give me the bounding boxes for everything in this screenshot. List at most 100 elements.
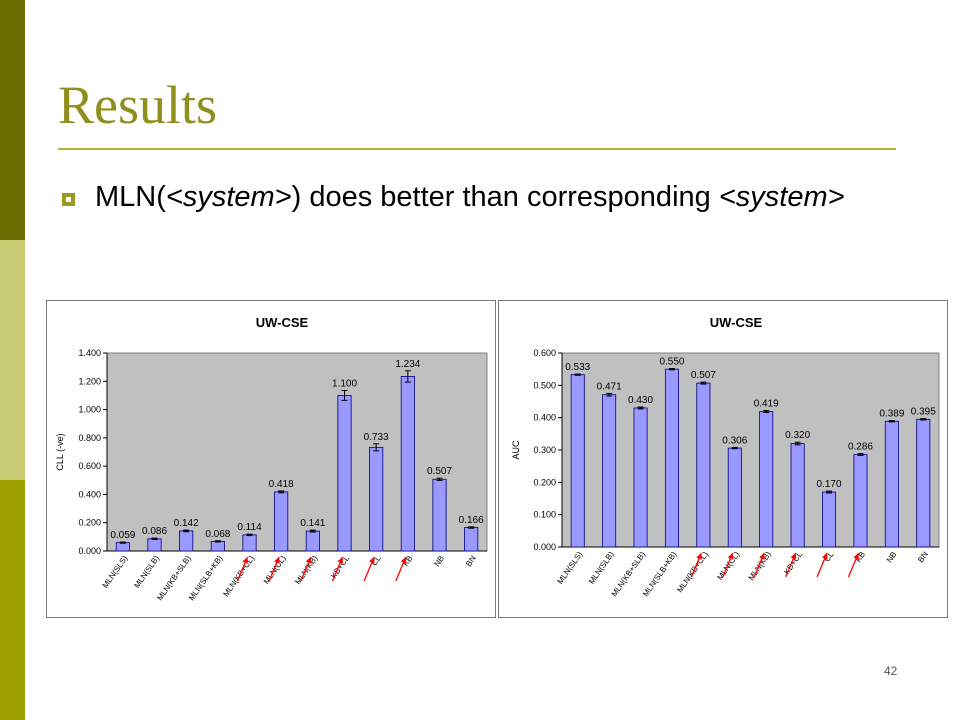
bullet-system-1: <system> xyxy=(165,181,292,213)
auc-bar xyxy=(916,418,931,548)
auc-chart: UW-CSE AUC 0.000 0.100 0.200 0.300 0.400 0.500 0… xyxy=(498,300,948,618)
cll-bar xyxy=(432,478,447,552)
cll-data-label: 0.059 xyxy=(110,530,135,541)
bullet-middle: ) does better than corresponding xyxy=(291,181,711,213)
auc-arrow-head xyxy=(853,553,859,560)
page-number: 42 xyxy=(884,664,898,678)
cll-bar xyxy=(400,376,415,552)
cll-y-tick-label: 1.000 xyxy=(78,405,101,415)
auc-data-label: 0.320 xyxy=(785,430,810,441)
cll-data-label: 0.086 xyxy=(142,526,167,537)
cll-data-label: 1.234 xyxy=(395,359,420,370)
cll-bar xyxy=(147,538,162,552)
auc-bar xyxy=(853,454,868,548)
cll-y-axis-label: CLL (-ve) xyxy=(55,433,65,470)
cll-y-tick-label: 0.200 xyxy=(78,518,101,528)
cll-x-tick-label: MLN(KB) xyxy=(293,554,319,586)
auc-bar xyxy=(664,368,679,548)
sidebar-band-middle xyxy=(0,240,25,480)
auc-bar xyxy=(633,407,648,548)
cll-bar xyxy=(115,542,130,552)
auc-data-label: 0.533 xyxy=(565,362,590,373)
auc-arrow-head xyxy=(790,553,797,560)
cll-bar xyxy=(274,491,289,552)
bullet-text: MLN(<system>) does better than correspon… xyxy=(95,178,895,216)
bullet-prefix: MLN( xyxy=(95,181,166,213)
auc-data-label: 0.419 xyxy=(754,399,779,410)
cll-y-tick-label: 0.600 xyxy=(78,461,101,471)
auc-arrow-head xyxy=(821,553,828,560)
cll-bar xyxy=(179,530,194,552)
cll-chart-title: UW-CSE xyxy=(256,315,309,330)
bullet-square-icon xyxy=(62,193,75,206)
auc-bar xyxy=(884,420,899,548)
cll-arrow-head xyxy=(369,557,375,564)
auc-plot-area xyxy=(561,352,940,548)
auc-x-tick-label: KB+CL xyxy=(782,550,804,577)
cll-data-label: 1.100 xyxy=(332,378,357,389)
auc-y-tick-label: 0.300 xyxy=(533,445,556,455)
auc-arrow-head xyxy=(759,553,765,560)
auc-arrow-head xyxy=(696,553,702,560)
cll-bar xyxy=(337,395,352,552)
cll-data-label: 0.141 xyxy=(300,518,325,529)
cll-arrow-head xyxy=(305,557,312,564)
auc-bar xyxy=(602,394,617,548)
auc-chart-svg: UW-CSE AUC 0.000 0.100 0.200 0.300 0.400 0.500 0… xyxy=(511,315,940,599)
auc-y-tick-label: 0.600 xyxy=(533,348,556,358)
auc-x-tick-label: NB xyxy=(885,550,899,564)
auc-bar xyxy=(822,491,837,548)
auc-chart-title: UW-CSE xyxy=(710,315,763,330)
cll-y-tick-label: 0.400 xyxy=(78,489,101,499)
cll-x-tick-label: NB xyxy=(432,554,446,568)
auc-data-label: 0.430 xyxy=(628,395,653,406)
cll-arrow-head xyxy=(400,557,407,564)
auc-data-label: 0.395 xyxy=(911,407,936,418)
cll-x-tick-label: KB+CL xyxy=(329,554,351,581)
auc-y-tick-label: 0.200 xyxy=(533,477,556,487)
bullet-system-2: <system> xyxy=(718,181,845,213)
auc-data-label: 0.507 xyxy=(691,370,716,381)
cll-bar xyxy=(369,446,384,552)
auc-y-tick-label: 0.000 xyxy=(533,542,556,552)
cll-arrow-head xyxy=(242,557,248,564)
auc-data-label: 0.389 xyxy=(879,409,904,420)
auc-data-label: 0.170 xyxy=(817,479,842,490)
cll-x-tick-label: MLN(SLB+KB) xyxy=(187,554,225,603)
cll-chart: UW-CSE CLL (-ve) 0.000 0.200 0.400 0.600 0.800… xyxy=(46,300,496,618)
cll-data-label: 0.068 xyxy=(205,529,230,540)
cll-x-tick-label: MLN(KB+CL) xyxy=(221,554,256,599)
cll-arrow-head xyxy=(337,557,343,564)
cll-arrow-head xyxy=(274,557,280,564)
auc-x-tick-label: MLN(KB) xyxy=(747,550,773,582)
slide-title: Results xyxy=(58,75,218,135)
auc-data-label: 0.550 xyxy=(659,357,684,368)
auc-bar xyxy=(759,411,774,548)
auc-y-tick-label: 0.100 xyxy=(533,510,556,520)
auc-bar xyxy=(790,443,805,548)
auc-bar xyxy=(696,382,711,548)
sidebar-band-top xyxy=(0,0,25,240)
auc-data-label: 0.471 xyxy=(597,381,622,392)
auc-y-axis-label: AUC xyxy=(511,440,521,460)
auc-bar xyxy=(727,447,742,548)
auc-arrow-head xyxy=(727,553,734,560)
cll-bar xyxy=(305,530,320,552)
cll-data-label: 0.418 xyxy=(269,479,294,490)
cll-x-tick-label: BN xyxy=(464,554,478,568)
cll-x-tick-label: MLN(SLB) xyxy=(132,554,161,590)
cll-data-label: 0.142 xyxy=(174,518,199,529)
auc-x-tick-label: MLN(SLB) xyxy=(587,550,616,586)
auc-y-tick-label: 0.400 xyxy=(533,413,556,423)
cll-chart-svg: UW-CSE CLL (-ve) 0.000 0.200 0.400 0.600 0.800… xyxy=(55,315,488,603)
cll-data-label: 0.166 xyxy=(459,515,484,526)
cll-bar xyxy=(242,534,257,552)
cll-bar xyxy=(210,540,225,552)
cll-y-tick-label: 1.400 xyxy=(78,348,101,358)
auc-data-label: 0.306 xyxy=(722,435,747,446)
auc-x-tick-label: MLN(SLB+KB) xyxy=(641,550,679,599)
cll-y-tick-label: 0.800 xyxy=(78,433,101,443)
cll-data-label: 0.507 xyxy=(427,466,452,477)
auc-x-tick-label: MLN(CL) xyxy=(715,550,741,582)
title-divider xyxy=(58,148,896,150)
